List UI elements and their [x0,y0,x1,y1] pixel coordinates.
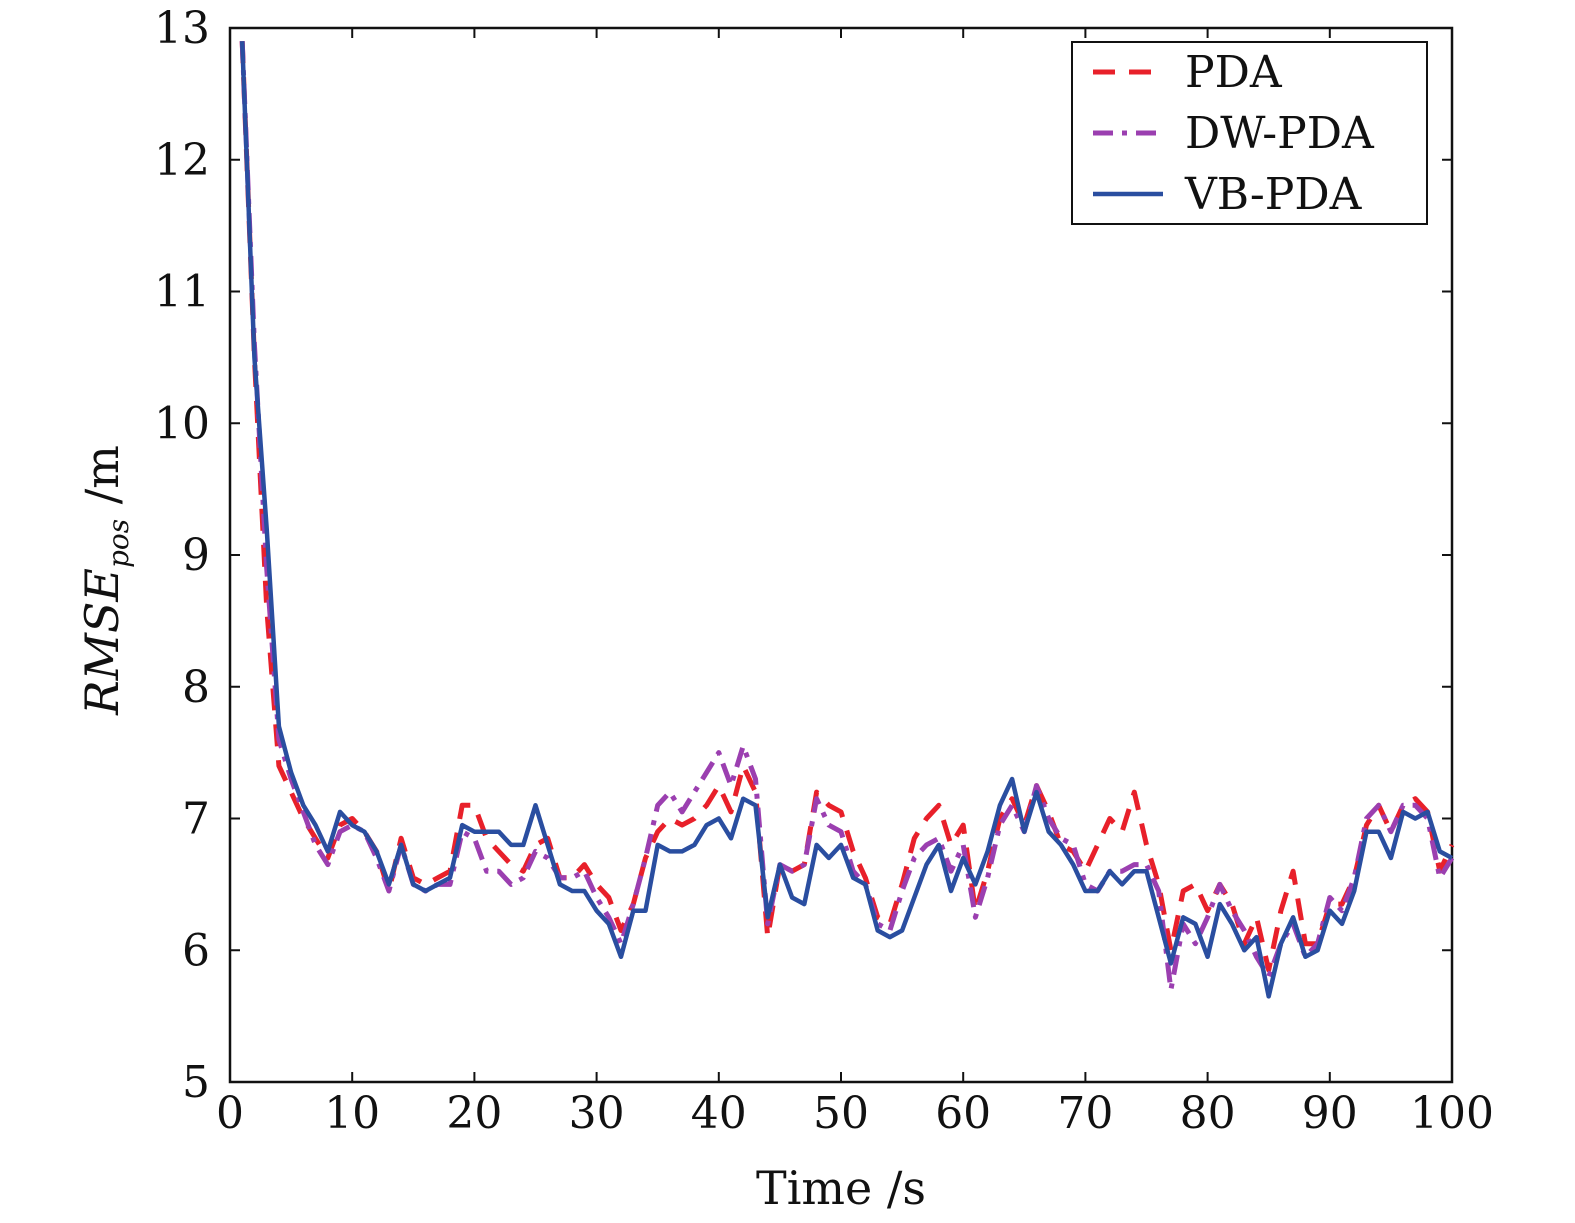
legend-label-vb-pda: VB-PDA [1184,169,1363,220]
legend-items: PDA DW-PDA VB-PDA [1093,47,1375,220]
y-tick-label: 12 [154,135,210,186]
x-axis-ticks: 0 10 20 30 40 50 60 70 80 90 100 [216,28,1494,1139]
y-axis-ticks: 5 6 7 8 9 10 11 12 13 [154,3,1452,1108]
y-tick-label: 11 [154,267,210,318]
series-line-pda [239,41,1455,973]
series-line-vb-pda [239,41,1454,999]
x-axis-label: Time /s [756,1161,926,1215]
x-tick-label: 100 [1410,1088,1494,1139]
x-tick-label: 30 [569,1088,625,1139]
y-axis-label: RMSEpos /m [75,445,135,716]
y-axis-label-subscript: pos [102,519,135,568]
y-tick-label: 6 [182,925,210,976]
x-tick-label: 70 [1057,1088,1113,1139]
y-tick-label: 10 [154,398,210,449]
x-tick-label: 0 [216,1088,244,1139]
x-tick-label: 40 [691,1088,747,1139]
y-tick-label: 9 [182,530,210,581]
y-tick-label: 7 [182,794,210,845]
x-tick-label: 50 [813,1088,869,1139]
x-tick-label: 60 [935,1088,991,1139]
y-axis-label-main: RMSE [75,568,129,716]
y-tick-label: 13 [154,3,210,54]
x-tick-label: 10 [324,1088,380,1139]
svg-text:RMSEpos /m: RMSEpos /m [75,445,135,716]
y-tick-label: 5 [182,1057,210,1108]
y-tick-label: 8 [182,662,210,713]
x-tick-label: 80 [1180,1088,1236,1139]
legend-label-dw-pda: DW-PDA [1185,108,1375,159]
series-layer [239,41,1455,999]
x-tick-label: 90 [1302,1088,1358,1139]
x-tick-label: 20 [446,1088,502,1139]
legend: PDA DW-PDA VB-PDA [1071,41,1428,225]
legend-label-pda: PDA [1185,47,1283,98]
y-axis-label-unit: /m [75,445,129,519]
